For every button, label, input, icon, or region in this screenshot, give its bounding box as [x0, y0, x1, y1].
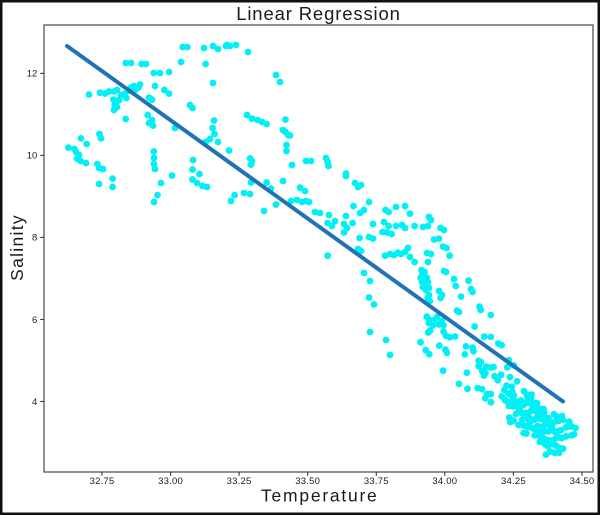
svg-text:6: 6	[32, 315, 37, 326]
svg-text:34.25: 34.25	[501, 476, 526, 487]
svg-text:33.25: 33.25	[227, 476, 252, 487]
svg-text:33.75: 33.75	[364, 476, 389, 487]
svg-text:4: 4	[32, 397, 37, 408]
svg-text:33.00: 33.00	[158, 476, 183, 487]
svg-text:33.50: 33.50	[295, 476, 320, 487]
svg-text:10: 10	[27, 151, 38, 162]
svg-text:Salinity: Salinity	[7, 214, 27, 281]
svg-text:Linear Regression: Linear Regression	[236, 3, 401, 24]
svg-text:34.00: 34.00	[432, 476, 457, 487]
svg-text:32.75: 32.75	[90, 476, 115, 487]
svg-text:12: 12	[27, 69, 38, 80]
svg-text:8: 8	[32, 233, 37, 244]
svg-text:34.50: 34.50	[570, 476, 595, 487]
svg-text:Temperature: Temperature	[261, 486, 379, 506]
